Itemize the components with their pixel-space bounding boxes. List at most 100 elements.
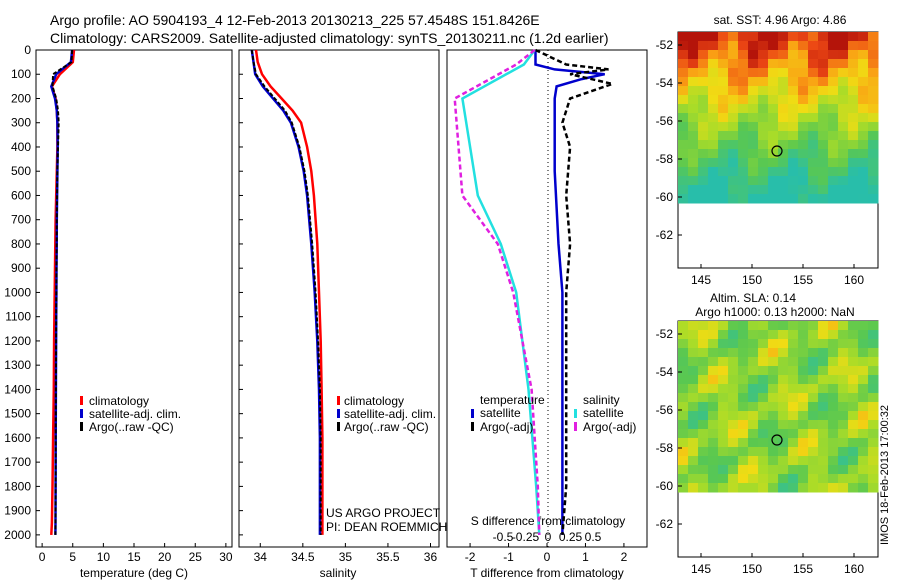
map-cell [818, 122, 829, 132]
map-cell [788, 348, 799, 358]
map-cell [748, 384, 759, 394]
map-cell [808, 59, 819, 69]
map-cell [838, 429, 849, 439]
map-cell [768, 402, 779, 412]
legend-swatch-argo [337, 422, 340, 431]
argo-position-marker-sst [771, 145, 783, 157]
map-cell [748, 50, 759, 60]
map-cell [858, 393, 869, 403]
temperature-x-tick-label: 30 [219, 550, 233, 564]
map-cell [738, 339, 749, 349]
map-cell [858, 465, 869, 475]
map-cell [788, 330, 799, 340]
map-cell [778, 438, 789, 448]
map-cell [738, 384, 749, 394]
map-cell [868, 86, 879, 96]
map-y-tick-label: -54 [656, 76, 674, 90]
map-cell [858, 149, 869, 159]
map-cell [678, 140, 689, 150]
map-cell [718, 330, 729, 340]
map-cell [808, 77, 819, 87]
map-cell [808, 176, 819, 186]
map-cell [688, 104, 699, 114]
map-cell [868, 330, 879, 340]
map-cell [708, 402, 719, 412]
map-cell [778, 194, 789, 204]
map-cell [838, 474, 849, 484]
map-cell [818, 86, 829, 96]
salinity-x-tick-label: 34.5 [291, 550, 315, 564]
map-cell [868, 339, 879, 349]
map-cell [748, 122, 759, 132]
map-cell [858, 68, 869, 78]
map-x-tick-label: 160 [844, 562, 864, 576]
map-cell [698, 366, 709, 376]
map-cell [868, 465, 879, 475]
map-cell [848, 59, 859, 69]
map-cell [678, 384, 689, 394]
map-cell [808, 68, 819, 78]
map-cell [808, 321, 819, 331]
map-cell [698, 420, 709, 430]
map-cell [798, 41, 809, 51]
map-cell [778, 375, 789, 385]
map-cell [858, 420, 869, 430]
map-y-tick-label: -56 [656, 403, 674, 417]
map-cell [868, 185, 879, 195]
map-cell [788, 366, 799, 376]
depth-tick-label: 1000 [4, 285, 31, 299]
map-cell [788, 456, 799, 466]
legend-label-satellite: satellite-adj. clim. [344, 407, 436, 421]
map-cell [868, 357, 879, 367]
map-cell [778, 167, 789, 177]
map-cell [678, 95, 689, 105]
map-cell [778, 77, 789, 87]
map-cell [788, 59, 799, 69]
map-cell [708, 167, 719, 177]
map-cell [738, 113, 749, 123]
map-cell [738, 167, 749, 177]
map-cell [678, 131, 689, 141]
map-cell [768, 321, 779, 331]
map-cell [828, 420, 839, 430]
depth-tick-label: 1500 [4, 407, 31, 421]
map-cell [788, 429, 799, 439]
map-cell [818, 375, 829, 385]
series-line-salinity-argo-adj- [453, 49, 541, 535]
map-cell [738, 330, 749, 340]
map-cell [848, 131, 859, 141]
map-cell [728, 194, 739, 204]
map-cell [728, 366, 739, 376]
map-cell [688, 77, 699, 87]
map-cell [778, 456, 789, 466]
map-cell [788, 50, 799, 60]
map-cell [698, 77, 709, 87]
map-cell [808, 483, 819, 493]
map-cell [718, 456, 729, 466]
map-cell [808, 411, 819, 421]
map-cell [688, 176, 699, 186]
map-cell [768, 447, 779, 457]
map-cell [748, 131, 759, 141]
map-cell [858, 375, 869, 385]
temperature-x-tick-label: 20 [158, 550, 172, 564]
map-cell [778, 330, 789, 340]
map-cell [708, 185, 719, 195]
map-cell [698, 113, 709, 123]
map-cell [808, 465, 819, 475]
map-cell [678, 50, 689, 60]
map-cell [728, 429, 739, 439]
map-cell [828, 158, 839, 168]
map-cell [688, 321, 699, 331]
map-cell [838, 140, 849, 150]
map-cell [688, 167, 699, 177]
map-cell [698, 393, 709, 403]
sdiff-x-tick-label: 0.25 [559, 530, 583, 544]
map-cell [768, 339, 779, 349]
map-x-tick-label: 150 [742, 562, 762, 576]
map-cell [758, 339, 769, 349]
map-cell [748, 41, 759, 51]
map-cell [698, 402, 709, 412]
map-cell [808, 447, 819, 457]
map-cell [688, 194, 699, 204]
